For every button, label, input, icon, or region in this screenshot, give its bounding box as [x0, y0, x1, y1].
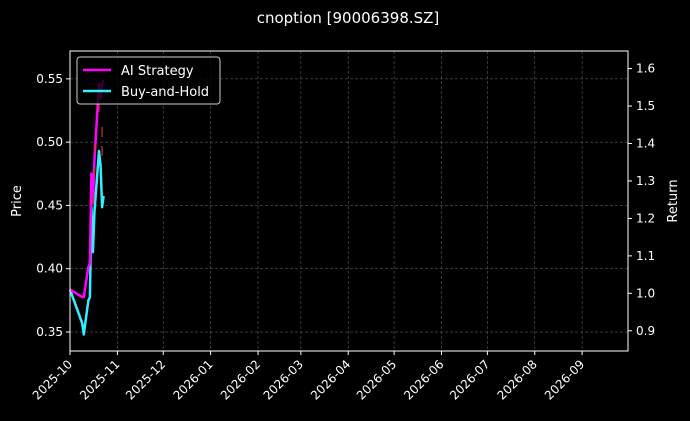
- series-line-buy-and-hold: [68, 149, 105, 336]
- legend-label-buy-and-hold: Buy-and-Hold: [121, 85, 209, 100]
- y2-axis-title: Return: [666, 179, 681, 222]
- x-tick-label-2026-03: 2026-03: [261, 357, 306, 402]
- y2-tick-label-1-5: 1.5: [636, 99, 655, 113]
- x-tick-label-2026-02: 2026-02: [218, 357, 263, 402]
- y2-tick-label-1-3: 1.3: [636, 174, 655, 188]
- y2-tick-label-1-6: 1.6: [636, 62, 655, 76]
- plot-frame: [69, 50, 629, 352]
- y-tick-label-0-55: 0.55: [36, 72, 63, 86]
- y-tick-label-0-35: 0.35: [36, 325, 63, 339]
- legend-box: [76, 56, 221, 105]
- y-tick-label-0-40: 0.40: [36, 262, 63, 276]
- x-tick-label-2025-11: 2025-11: [77, 357, 122, 402]
- x-tick-label-2026-05: 2026-05: [354, 357, 399, 402]
- x-tick-label-2026-04: 2026-04: [308, 357, 353, 402]
- y2-tick-label-1-2: 1.2: [636, 211, 655, 225]
- x-tick-label-2026-07: 2026-07: [447, 357, 492, 402]
- x-tick-label-2025-10: 2025-10: [30, 357, 75, 402]
- marker-layer: [92, 92, 103, 205]
- x-tick-label-2026-06: 2026-06: [401, 357, 446, 402]
- legend: AI Strategy Buy-and-Hold: [76, 56, 221, 105]
- y2-tick-label-0-9: 0.9: [636, 324, 655, 338]
- y2-tick-label-1-1: 1.1: [636, 249, 655, 263]
- x-tick-label-2025-12: 2025-12: [123, 357, 168, 402]
- x-tick-label-2026-08: 2026-08: [495, 357, 540, 402]
- series-layer: [68, 79, 105, 336]
- y2-tick-label-1-4: 1.4: [636, 137, 655, 151]
- legend-label-ai-strategy: AI Strategy: [121, 64, 194, 79]
- x-tick-label-2026-09: 2026-09: [542, 357, 587, 402]
- chart-title: cnoption [90006398.SZ]: [257, 9, 440, 27]
- y-tick-label-0-50: 0.50: [36, 135, 63, 149]
- y-axis-title: Price: [10, 185, 25, 217]
- series-line-ai-strategy: [69, 79, 105, 299]
- x-tick-label-2026-01: 2026-01: [170, 357, 215, 402]
- y-tick-label-0-45: 0.45: [36, 198, 63, 212]
- y2-tick-label-1-0: 1.0: [636, 286, 655, 300]
